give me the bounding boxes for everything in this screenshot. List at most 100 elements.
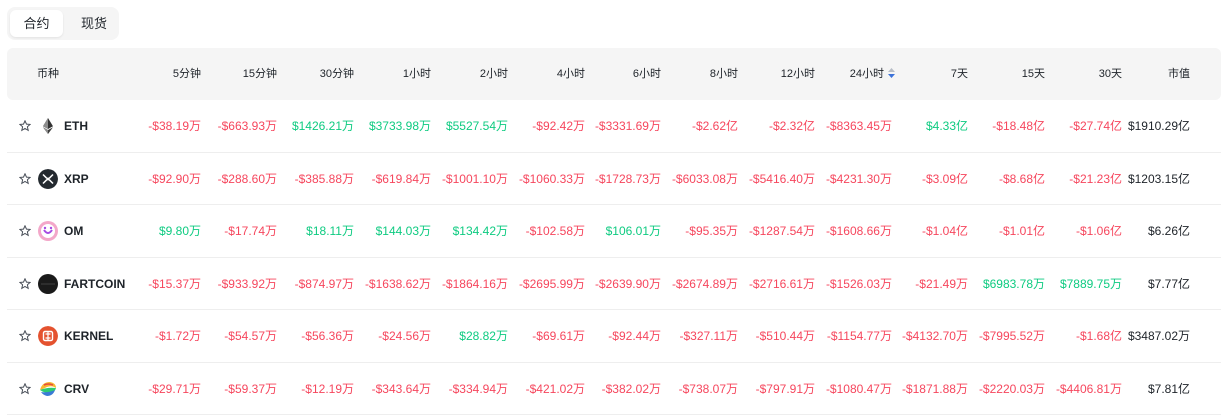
table-row[interactable]: OM $9.80万 -$17.74万 $18.11万 $144.03万 $134.42万 -… (7, 205, 1221, 258)
column-header-3[interactable]: 30分钟 (264, 48, 354, 100)
column-header-label: 8小时 (709, 68, 738, 80)
netflow-cell: -$1.06亿 (1075, 224, 1122, 238)
star-icon[interactable] (19, 277, 31, 290)
table-row[interactable]: KERNEL -$1.72万 -$54.57万 -$56.36万 -$24.56万 $28… (7, 310, 1221, 363)
star-icon[interactable] (19, 225, 31, 237)
kernel-icon (38, 326, 58, 346)
column-header-2[interactable]: 15分钟 (187, 48, 277, 100)
column-header-14[interactable]: 市值 (1100, 48, 1190, 100)
column-header-11[interactable]: 7天 (878, 48, 968, 100)
coin-cell[interactable]: XRP (19, 153, 89, 205)
column-header-label: 市值 (1168, 68, 1190, 80)
column-header-0: 币种 (37, 48, 59, 100)
table-row[interactable]: XRP -$92.90万 -$288.60万 -$385.88万 -$619.84万 -$… (7, 153, 1221, 205)
xrp-icon (38, 168, 58, 189)
star-icon[interactable] (19, 172, 31, 185)
tab-spot[interactable]: 现货 (80, 16, 107, 31)
table-row[interactable]: ETH -$38.19万 -$663.93万 $1426.21万 $3733.98万 $5… (7, 100, 1221, 153)
column-header-label: 2小时 (479, 68, 508, 80)
column-header-13[interactable]: 30天 (1032, 48, 1122, 100)
eth-icon (38, 116, 58, 136)
netflow-cell: -$1608.66万 (825, 224, 892, 238)
tab-futures[interactable]: 合约 (10, 10, 63, 37)
table-row[interactable]: FARTCOIN -$15.37万 -$933.92万 -$874.97万 -$1638… (7, 258, 1221, 310)
coin-cell[interactable]: KERNEL (19, 310, 113, 362)
netflow-cell: -$1728.73万 (594, 171, 661, 186)
column-header-10[interactable]: 24小时 (805, 48, 895, 100)
netflow-cell: -$95.35万 (685, 224, 738, 238)
netflow-cell: -$343.64万 (371, 381, 431, 396)
netflow-cell: -$1526.03万 (825, 276, 892, 291)
netflow-cell: -$421.02万 (525, 381, 585, 396)
market-cap-cell: $3487.02万 (1127, 329, 1190, 343)
column-header-label: 12小时 (780, 68, 815, 80)
netflow-cell: -$38.19万 (148, 119, 201, 133)
netflow-cell: -$1871.88万 (901, 381, 968, 396)
netflow-cell: -$4231.30万 (825, 171, 892, 186)
column-header-label: 24小时 (849, 68, 884, 80)
netflow-cell: -$1.01亿 (998, 224, 1045, 238)
table-row[interactable]: CRV -$29.71万 -$59.37万 -$12.19万 -$343.64万 -$33… (7, 363, 1221, 415)
netflow-cell: -$1.72万 (154, 329, 201, 343)
netflow-cell: -$288.60万 (217, 171, 277, 186)
netflow-cell: -$2.32亿 (768, 119, 815, 133)
table-body: ETH -$38.19万 -$663.93万 $1426.21万 $3733.98万 $5… (7, 100, 1221, 415)
coin-cell[interactable]: OM (19, 205, 83, 257)
netflow-cell: -$21.23亿 (1069, 171, 1122, 186)
om-icon (38, 221, 58, 241)
fund-flow-table: 币种 5分钟 15分钟 30分钟 1小时 2小时 4小时 6小时 8小时 12小时 24小时 7天 15… (7, 48, 1221, 415)
column-header-7[interactable]: 6小时 (571, 48, 661, 100)
coin-cell[interactable]: CRV (19, 363, 89, 415)
netflow-cell: -$3331.69万 (594, 119, 661, 133)
netflow-cell: $6983.78万 (982, 276, 1045, 291)
star-icon[interactable] (19, 382, 31, 395)
column-header-1[interactable]: 5分钟 (111, 48, 201, 100)
netflow-cell: -$92.44万 (608, 329, 661, 343)
market-cap-cell: $6.26亿 (1147, 224, 1190, 238)
column-header-label: 币种 (37, 68, 59, 80)
column-header-8[interactable]: 8小时 (648, 48, 738, 100)
netflow-cell: $144.03万 (375, 224, 431, 238)
column-header-5[interactable]: 2小时 (418, 48, 508, 100)
coin-symbol: FARTCOIN (64, 276, 126, 291)
netflow-cell: $4.33亿 (925, 119, 968, 133)
star-icon[interactable] (19, 330, 31, 342)
netflow-cell: -$8.68亿 (998, 171, 1045, 186)
netflow-cell: -$933.92万 (217, 276, 277, 291)
netflow-cell: -$1154.77万 (826, 329, 892, 343)
netflow-cell: -$1287.54万 (748, 224, 815, 238)
netflow-cell: -$874.97万 (294, 276, 354, 291)
market-cap-cell: $7.81亿 (1147, 381, 1190, 396)
netflow-cell: -$510.44万 (755, 329, 815, 343)
netflow-cell: -$327.11万 (679, 329, 738, 343)
column-header-6[interactable]: 4小时 (495, 48, 585, 100)
netflow-cell: $28.82万 (459, 329, 508, 343)
netflow-cell: -$1.68亿 (1075, 329, 1122, 343)
column-header-12[interactable]: 15天 (955, 48, 1045, 100)
netflow-cell: -$17.74万 (224, 224, 277, 238)
market-cap-cell: $7.77亿 (1147, 276, 1190, 291)
column-header-label: 4小时 (556, 68, 585, 80)
column-header-9[interactable]: 12小时 (725, 48, 815, 100)
netflow-cell: -$92.90万 (148, 171, 201, 186)
coin-symbol: OM (64, 224, 84, 238)
netflow-cell: $106.01万 (605, 224, 661, 238)
netflow-cell: -$15.37万 (148, 276, 201, 291)
netflow-cell: -$1638.62万 (364, 276, 431, 291)
netflow-cell: -$797.91万 (755, 381, 815, 396)
netflow-cell: -$382.02万 (601, 381, 661, 396)
column-header-label: 30天 (1098, 68, 1122, 80)
coin-cell[interactable]: FARTCOIN (19, 258, 125, 310)
netflow-cell: -$12.19万 (301, 381, 354, 396)
sort-icon[interactable] (888, 68, 895, 79)
star-icon[interactable] (19, 120, 31, 132)
column-header-label: 7天 (950, 68, 968, 80)
netflow-cell: $134.42万 (452, 224, 508, 238)
column-header-label: 5分钟 (172, 68, 201, 80)
column-header-4[interactable]: 1小时 (341, 48, 431, 100)
netflow-cell: -$334.94万 (448, 381, 508, 396)
netflow-cell: -$1080.47万 (825, 381, 892, 396)
netflow-cell: -$4132.70万 (901, 329, 968, 343)
netflow-cell: -$2.62亿 (691, 119, 738, 133)
coin-cell[interactable]: ETH (19, 100, 88, 152)
